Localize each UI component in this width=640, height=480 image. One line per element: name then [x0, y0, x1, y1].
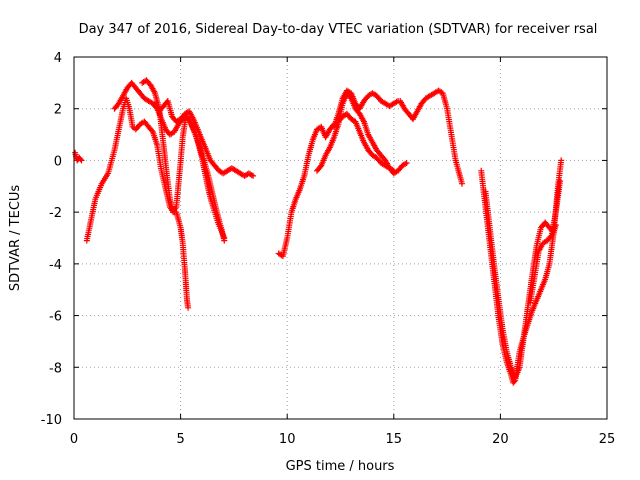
data-point-markers — [397, 87, 465, 187]
x-tick-label: 5 — [176, 432, 184, 447]
x-tick-label: 20 — [492, 432, 509, 447]
series-arc-9 — [397, 87, 465, 187]
data-point-markers — [527, 178, 564, 306]
y-tick-label: -6 — [49, 310, 62, 325]
x-axis-label: GPS time / hours — [286, 459, 395, 474]
y-axis-label: SDTVAR / TECUs — [8, 185, 23, 292]
x-tick-label: 15 — [386, 432, 403, 447]
plot-frame — [73, 56, 608, 420]
series-arc-12 — [527, 178, 564, 306]
axis-ticks: 0 5 10 15 20 25 -10 -8 -6 -4 -2 0 2 4 — [41, 51, 616, 447]
series-arc-2 — [83, 95, 192, 311]
data-point-markers — [83, 95, 192, 311]
y-tick-label: -2 — [49, 206, 62, 221]
x-tick-label: 0 — [70, 432, 78, 447]
y-tick-label: -8 — [49, 361, 62, 376]
data-point-markers — [331, 87, 402, 130]
series-arc-8 — [331, 87, 402, 130]
series-arc-5 — [152, 98, 257, 179]
data-point-markers — [72, 149, 85, 164]
data-marks — [72, 77, 565, 386]
chart-title: Day 347 of 2016, Sidereal Day-to-day VTE… — [79, 22, 598, 37]
y-tick-label: 2 — [54, 103, 62, 118]
y-tick-label: 0 — [54, 154, 62, 169]
series-arc-1 — [72, 149, 85, 164]
x-tick-label: 25 — [599, 432, 616, 447]
x-tick-label: 10 — [279, 432, 296, 447]
y-tick-label: -10 — [41, 413, 62, 428]
y-tick-label: -4 — [49, 258, 62, 273]
y-tick-label: 4 — [54, 51, 62, 66]
data-point-markers — [152, 98, 257, 179]
